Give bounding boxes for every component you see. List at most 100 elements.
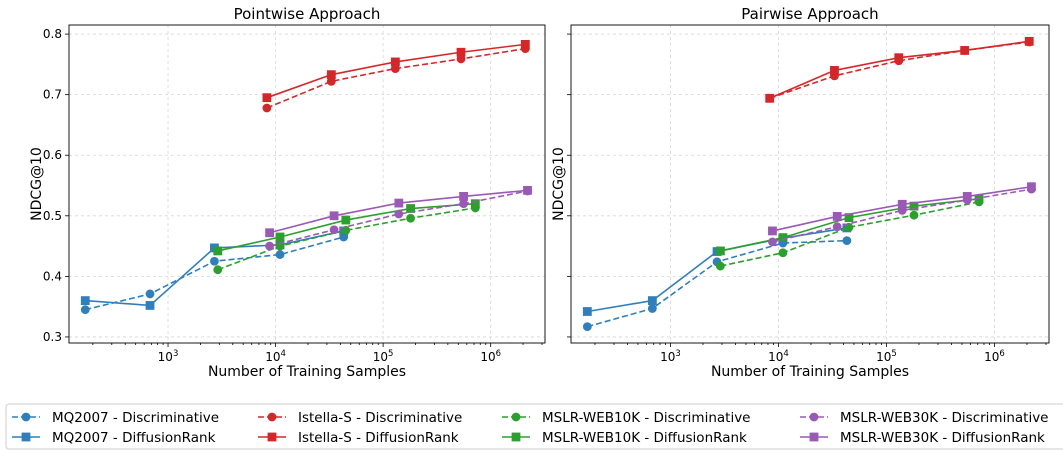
data-point [582,322,592,332]
y-tick-label: 0.8 [43,27,62,41]
data-point [459,199,468,209]
series-line [769,40,1030,100]
y-tick-label: 0.7 [43,88,62,102]
chart-title: Pointwise Approach [234,5,381,23]
legend-label: Istella-S - DiffusionRank [298,430,459,446]
legend-label: MSLR-WEB30K - DiffusionRank [840,430,1045,446]
x-tick-label: 103 [158,349,179,364]
panel-2: 103 104 105 106 Pairwise Approach Number of T… [551,5,1050,380]
x-axis-label: Number of Training Samples [711,364,909,380]
data-point [1027,182,1036,192]
legend-entry-mq2007-diffusionrank: MQ2007 - DiffusionRank [12,430,216,446]
series-group [80,39,532,315]
x-tick-label: 104 [265,349,286,364]
x-tick-label: 106 [480,349,501,364]
data-point [210,256,219,266]
series-mq2007-discriminative [80,232,349,315]
series-istella-discriminative [765,37,1034,103]
panels: 0.3 0.4 0.5 0.6 0.7 0.8 103 104 105 106 Pointwise … [29,5,1050,380]
data-point [80,305,90,315]
data-point [145,289,155,299]
data-point [1024,36,1034,46]
data-point [329,225,339,235]
series-line [217,207,476,271]
data-point [275,232,285,242]
y-axis-label: NDCG@10 [29,147,45,221]
legend-label: MQ2007 - Discriminative [52,410,219,426]
series-web10k-discriminative [715,197,984,271]
legend-marker [809,412,819,422]
legend-entry-web30k-diffusionrank: MSLR-WEB30K - DiffusionRank [800,430,1045,446]
x-tick-label: 106 [984,349,1005,364]
series-group [582,36,1036,332]
legend-marker [511,432,521,442]
data-point [960,46,970,55]
legend-entry-web10k-diffusionrank: MSLR-WEB10K - DiffusionRank [502,430,747,446]
series-mq2007-diffusionrank [582,223,852,316]
legend-marker [267,432,277,442]
chart-title: Pairwise Approach [741,5,878,23]
data-point [715,261,725,271]
data-point [390,57,400,67]
axes-frame [570,24,1050,344]
data-point [582,307,592,316]
y-tick-label: 0.3 [43,330,62,344]
ticks: 0.3 0.4 0.5 0.6 0.7 0.8 103 104 105 106 [43,27,543,364]
data-point [832,222,842,232]
data-point [778,248,788,258]
legend-entry-istella-diffusionrank: Istella-S - DiffusionRank [258,430,459,446]
x-tick-label: 105 [373,349,394,364]
legend-label: MSLR-WEB10K - DiffusionRank [542,430,747,446]
series-line [269,190,528,247]
data-point [213,246,223,256]
data-point [459,192,468,201]
x-axis-label: Number of Training Samples [208,364,406,380]
data-point [341,215,351,225]
legend-marker [21,432,31,442]
data-point [145,301,155,310]
grid [571,25,1049,343]
data-point [341,225,351,235]
grid [69,25,545,343]
data-point [406,213,415,223]
series-line [772,188,1032,243]
legend-label: MSLR-WEB30K - Discriminative [840,410,1049,426]
legend-entry-mq2007-discriminative: MQ2007 - Discriminative [12,410,219,426]
ticks: 103 104 105 106 [567,33,1047,364]
y-tick-label: 0.4 [43,269,62,283]
data-point [275,250,285,259]
data-point [765,93,775,103]
data-point [394,209,404,219]
series-istella-discriminative [262,44,530,113]
x-tick-label: 104 [768,349,789,364]
data-point [844,222,854,232]
data-point [275,241,285,251]
series-web30k-discriminative [265,186,532,251]
y-axis-label: NDCG@10 [551,147,567,221]
series-istella-diffusionrank [765,36,1034,103]
axes-frame [68,24,546,344]
data-point [778,233,788,243]
legend-label: MSLR-WEB10K - Discriminative [542,410,751,426]
legend-entry-istella-discriminative: Istella-S - Discriminative [258,410,462,426]
legend: MQ2007 - Discriminative MQ2007 - Diffusio… [5,403,1063,450]
x-tick-label: 103 [660,349,681,364]
y-tick-label: 0.5 [43,209,62,223]
data-point [897,199,907,209]
legend-entry-web10k-discriminative: MSLR-WEB10K - Discriminative [502,410,751,426]
data-point [832,212,842,221]
data-point [962,192,972,201]
data-point [647,296,657,306]
panel-1: 0.3 0.4 0.5 0.6 0.7 0.8 103 104 105 106 Pointwise … [29,5,546,380]
data-point [329,211,339,221]
data-point [80,296,90,306]
legend-label: MQ2007 - DiffusionRank [52,430,216,446]
x-tick-label: 105 [876,349,897,364]
data-point [265,228,275,238]
legend-entry-web30k-discriminative: MSLR-WEB30K - Discriminative [800,410,1049,426]
legend-label: Istella-S - Discriminative [298,410,462,426]
series-line [769,41,1030,100]
data-point [647,304,657,313]
data-point [830,66,839,75]
